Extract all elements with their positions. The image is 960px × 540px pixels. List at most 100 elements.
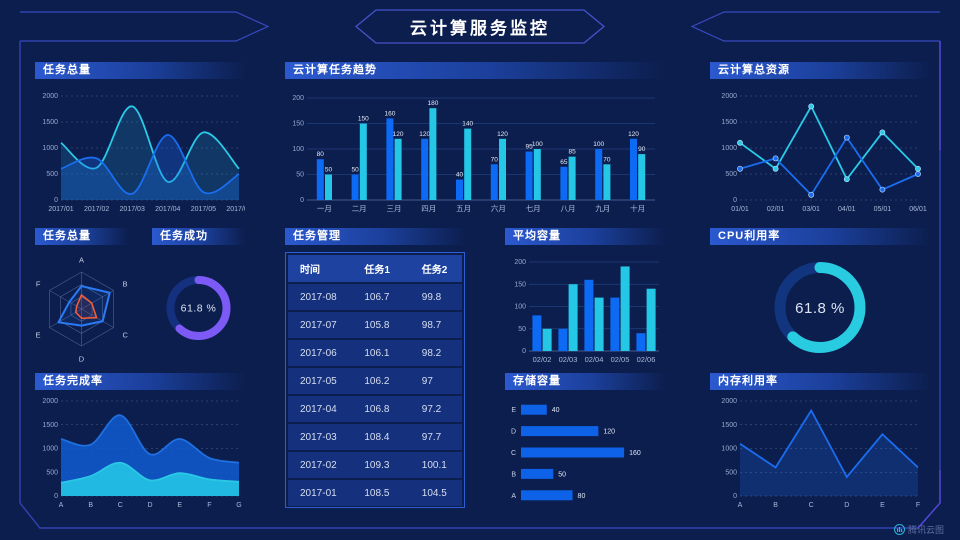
svg-text:A: A	[511, 493, 516, 500]
table-cell: 97	[421, 375, 433, 387]
svg-text:150: 150	[358, 116, 369, 123]
panel-title: 任务完成率	[43, 375, 103, 387]
table-cell: 2017-04	[300, 403, 337, 415]
table-cell: 2017-05	[300, 375, 337, 387]
watermark: 腾讯云图	[893, 523, 944, 536]
svg-text:D: D	[844, 502, 849, 509]
panel-header-storage: 存储容量	[505, 373, 665, 390]
svg-text:200: 200	[292, 95, 304, 102]
svg-text:E: E	[880, 502, 885, 509]
svg-text:2017/01: 2017/01	[48, 206, 73, 213]
panel-header-task-success: 任务成功	[152, 228, 245, 245]
svg-text:02/03: 02/03	[559, 355, 578, 364]
svg-text:F: F	[916, 502, 920, 509]
svg-text:六月: 六月	[491, 203, 506, 213]
svg-text:120: 120	[603, 429, 615, 436]
svg-text:200: 200	[514, 259, 526, 266]
svg-text:0: 0	[733, 197, 737, 204]
svg-text:1500: 1500	[42, 119, 58, 126]
cpu-usage-donut: 61.8 %	[710, 246, 930, 365]
svg-text:四月: 四月	[421, 204, 436, 213]
table-cell: 2017-01	[300, 487, 337, 499]
panel-title: 任务总量	[43, 64, 91, 76]
svg-text:1000: 1000	[42, 145, 58, 152]
svg-text:04/01: 04/01	[838, 206, 856, 213]
svg-text:D: D	[511, 429, 516, 436]
svg-text:2017/03: 2017/03	[120, 206, 145, 213]
svg-text:50: 50	[558, 471, 566, 478]
panel-header-task-trend: 云计算任务趋势	[285, 62, 663, 79]
svg-text:65: 65	[560, 159, 568, 166]
svg-text:0: 0	[54, 197, 58, 204]
svg-text:七月: 七月	[526, 204, 541, 213]
svg-text:1000: 1000	[721, 145, 737, 152]
svg-text:120: 120	[497, 131, 508, 138]
svg-text:500: 500	[46, 469, 58, 476]
svg-text:120: 120	[393, 131, 404, 138]
table-cell: 109.3	[364, 459, 390, 471]
panel-title: 云计算总资源	[718, 64, 790, 76]
table-cell: 100.1	[421, 459, 447, 471]
table-cell: 2017-06	[300, 347, 337, 359]
svg-text:2017/02: 2017/02	[84, 206, 109, 213]
svg-text:1000: 1000	[721, 446, 737, 453]
table-header-cell: 任务2	[421, 265, 448, 276]
panel-header-cpu-usage: CPU利用率	[710, 228, 930, 245]
svg-text:0: 0	[733, 493, 737, 500]
svg-text:2017/05: 2017/05	[191, 206, 216, 213]
svg-text:120: 120	[419, 131, 430, 138]
panel-title: 存储容量	[513, 375, 561, 387]
panel-title: 平均容量	[513, 230, 561, 242]
panel-title: 云计算任务趋势	[293, 64, 377, 76]
table-cell: 106.7	[364, 291, 390, 303]
svg-text:A: A	[738, 502, 743, 509]
table-cell: 97.2	[421, 403, 442, 415]
table-cell: 98.2	[421, 347, 442, 359]
task-completion-area-chart: 0 500 1000 1500 2000 A B C D E F G	[35, 391, 245, 510]
svg-text:150: 150	[514, 281, 526, 288]
svg-text:E: E	[511, 407, 516, 414]
svg-text:十月: 十月	[630, 203, 645, 213]
panel-header-task-total-area: 任务总量	[35, 62, 245, 79]
table-cell: 97.7	[421, 431, 442, 443]
svg-text:160: 160	[384, 110, 395, 117]
svg-text:70: 70	[491, 156, 499, 163]
svg-text:A: A	[79, 256, 84, 265]
cloud-resources-line-chart: 0 500 1000 1500 2000 01/01 02/01 03/01 04/01 05/0…	[710, 80, 930, 214]
table-cell: 104.5	[421, 487, 447, 499]
svg-text:500: 500	[46, 171, 58, 178]
svg-text:C: C	[809, 502, 814, 509]
svg-text:C: C	[123, 331, 128, 340]
panel-header-mem-usage: 内存利用率	[710, 373, 930, 390]
svg-text:150: 150	[292, 121, 304, 128]
task-trend-bar-chart: 0 50 100 150 200 一月 二月 三月 四月 五月 六月 七月 八月 九月 十月 80 50 160 1…	[285, 80, 663, 214]
svg-text:50: 50	[296, 172, 304, 179]
table-header-cell: 任务1	[364, 265, 390, 276]
svg-text:80: 80	[578, 493, 586, 500]
table-row: 2017-03 108.4 97.7	[288, 424, 462, 450]
svg-text:100: 100	[593, 141, 604, 148]
svg-text:40: 40	[456, 172, 464, 179]
svg-text:05/01: 05/01	[874, 206, 892, 213]
svg-text:D: D	[79, 354, 85, 363]
table-cell: 99.8	[421, 291, 442, 303]
svg-text:F: F	[207, 502, 211, 509]
panel-title: CPU利用率	[718, 230, 781, 242]
panel-header-task-total-radar: 任务总量	[35, 228, 128, 245]
svg-text:2000: 2000	[721, 398, 737, 405]
svg-text:G: G	[236, 502, 241, 509]
table-row: 2017-06 106.1 98.2	[288, 340, 462, 366]
svg-text:100: 100	[532, 141, 543, 148]
table-cell: 2017-03	[300, 431, 337, 443]
svg-text:八月: 八月	[561, 204, 576, 213]
svg-text:02/05: 02/05	[611, 355, 630, 364]
panel-title: 内存利用率	[718, 375, 778, 387]
svg-text:B: B	[123, 279, 128, 288]
svg-text:F: F	[36, 279, 41, 288]
panel-header-task-completion: 任务完成率	[35, 373, 245, 390]
svg-text:500: 500	[725, 171, 737, 178]
svg-text:02/02: 02/02	[533, 355, 552, 364]
svg-text:70: 70	[603, 156, 611, 163]
svg-text:50: 50	[351, 167, 359, 174]
